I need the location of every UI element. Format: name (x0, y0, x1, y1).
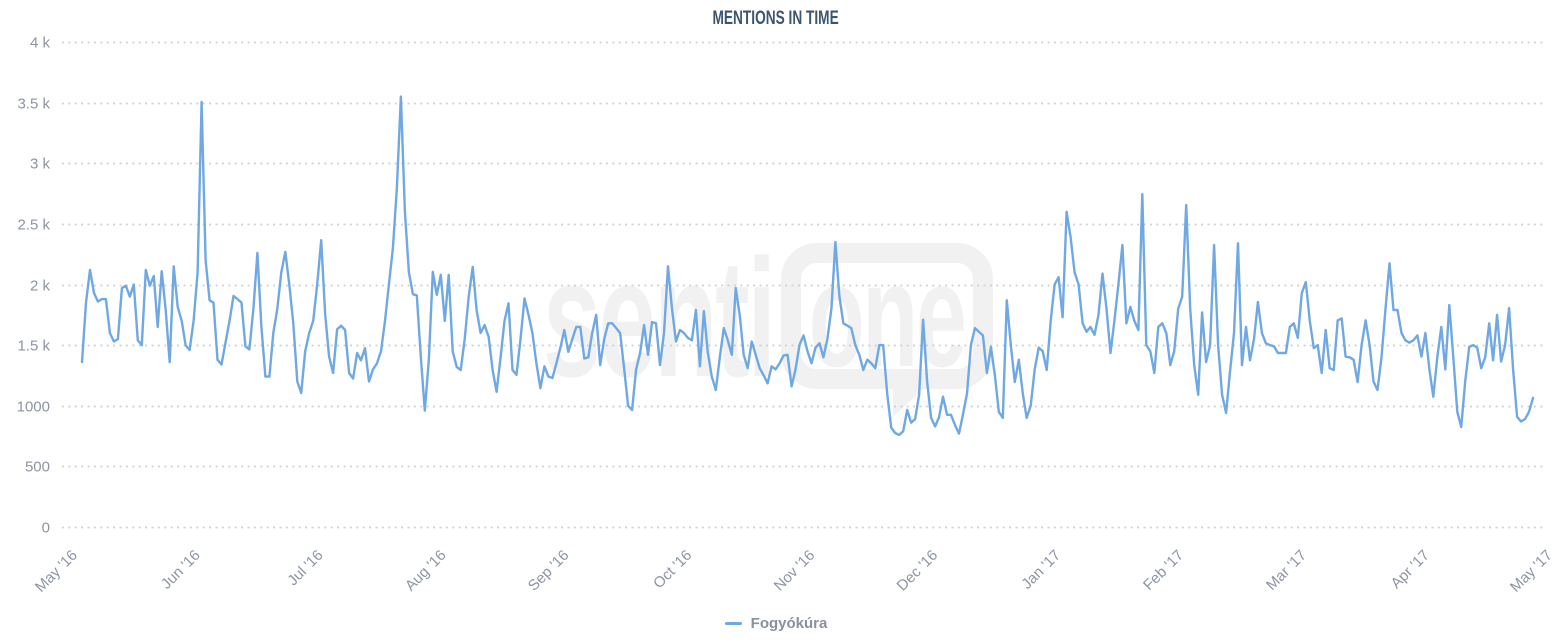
x-tick-label: Dec '16 (894, 547, 942, 595)
y-tick-label: 0 (42, 520, 50, 537)
legend-label: Fogyókúra (750, 615, 828, 632)
x-tick-label: Jan '17 (1018, 547, 1064, 593)
x-tick-label: Mar '17 (1263, 547, 1310, 594)
x-tick-label: Oct '16 (650, 547, 695, 592)
y-tick-label: 1000 (17, 399, 50, 416)
x-tick-label: Jul '16 (284, 547, 326, 589)
series-path-fogyokura[interactable] (80, 95, 1535, 437)
x-tick-label: Feb '17 (1140, 547, 1187, 594)
y-axis-labels: 4 k 3.5 k 3 k 2.5 k 2 k 1.5 k 1000 500 0 (17, 35, 51, 537)
legend-line-marker (724, 622, 742, 625)
y-tick-label: 2 k (30, 278, 51, 295)
x-axis-labels: May '16 Jun '16 Jul '16 Aug '16 Sep '16 Oct '… (32, 547, 1552, 596)
legend-item-fogyokura[interactable]: Fogyókúra (0, 615, 1552, 632)
y-tick-label: 3 k (30, 156, 51, 173)
y-tick-label: 2.5 k (17, 217, 50, 234)
x-tick-label: May '17 (1507, 547, 1552, 596)
series-group (80, 95, 1535, 437)
x-tick-label: Sep '16 (525, 547, 573, 595)
y-tick-label: 500 (25, 459, 50, 476)
gridlines (62, 41, 1546, 529)
chart-title: MENTIONS IN TIME (0, 8, 1552, 30)
x-tick-label: Apr '17 (1388, 547, 1433, 592)
x-tick-label: Nov '16 (771, 547, 819, 595)
x-tick-label: Jun '16 (158, 547, 204, 593)
chart-title-text: MENTIONS IN TIME (712, 8, 840, 29)
y-tick-label: 3.5 k (17, 96, 50, 113)
x-tick-label: Aug '16 (402, 547, 450, 595)
y-tick-label: 1.5 k (17, 338, 50, 355)
y-tick-label: 4 k (30, 35, 51, 52)
x-tick-label: May '16 (32, 547, 81, 596)
